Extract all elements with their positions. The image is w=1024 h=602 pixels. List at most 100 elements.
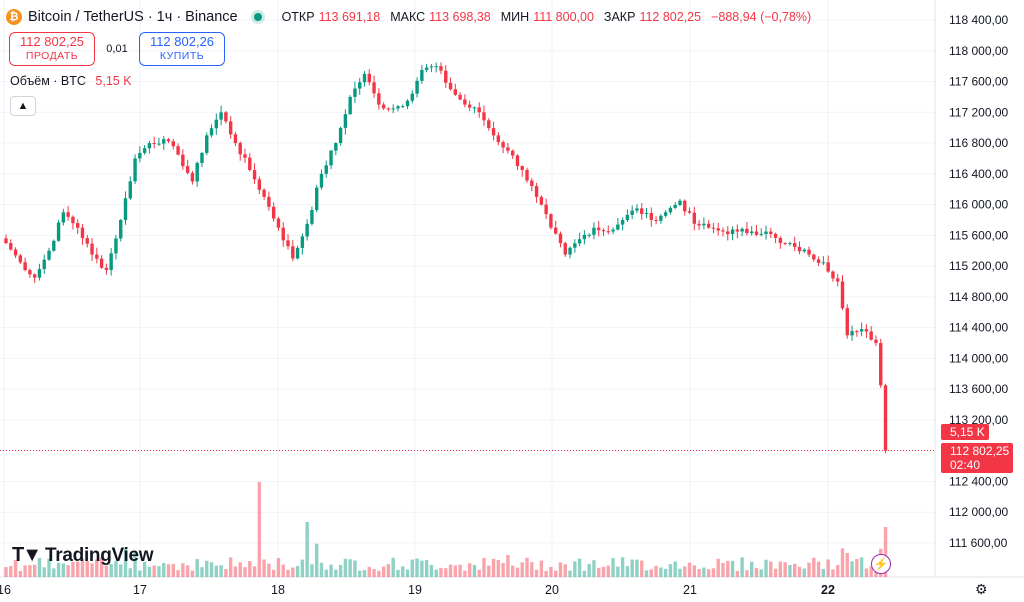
candle-body <box>18 255 23 263</box>
volume-bar <box>597 567 601 577</box>
candle-body <box>233 134 238 144</box>
volume-bar <box>267 563 271 577</box>
volume-bar <box>501 562 505 577</box>
volume-bar <box>683 566 687 577</box>
candle-body <box>80 227 85 239</box>
candle-body <box>343 114 348 128</box>
volume-bar <box>821 568 826 577</box>
volume-bar <box>697 568 701 577</box>
volume-bar <box>573 561 577 577</box>
symbol-title[interactable]: Bitcoin / TetherUS · 1ч · Binance <box>28 9 238 25</box>
volume-bar <box>142 561 147 577</box>
volume-bar <box>252 566 257 577</box>
open-label: ОТКР <box>281 10 315 24</box>
candle-body <box>176 146 180 155</box>
volume-bar <box>491 558 496 577</box>
volume-legend-label: Объём · BTC <box>10 74 86 88</box>
volume-bar <box>420 560 424 577</box>
volume-bar <box>157 566 161 577</box>
buy-button[interactable]: 112 802,26 КУПИТЬ <box>139 32 225 66</box>
candle-body <box>171 141 175 147</box>
candle-body <box>879 343 883 386</box>
candle-body <box>396 106 400 109</box>
candle-body <box>716 228 720 231</box>
volume-axis-label: 5,15 K <box>941 424 989 440</box>
candle-body <box>315 187 319 211</box>
buy-price: 112 802,26 <box>149 34 215 49</box>
candle-body <box>683 200 687 212</box>
volume-bar <box>367 566 371 577</box>
volume-bar <box>477 569 481 577</box>
volume-bar <box>200 567 204 577</box>
volume-bar <box>448 564 453 577</box>
volume-bar <box>56 562 61 577</box>
tradingview-logo[interactable]: T▼ TradingView <box>12 544 154 567</box>
candle-body <box>587 234 591 236</box>
volume-bar <box>606 565 610 577</box>
candle-body <box>300 236 305 248</box>
volume-bar <box>630 559 634 577</box>
volume-bar <box>568 570 572 577</box>
volume-bar <box>778 561 783 577</box>
volume-bar <box>716 558 720 577</box>
candle-body <box>386 108 391 110</box>
volume-bar <box>434 569 438 577</box>
candle-body <box>673 204 677 208</box>
volume-bar <box>123 548 128 577</box>
candle-body <box>358 82 362 89</box>
candle-body <box>663 212 668 216</box>
candle-body <box>95 254 99 259</box>
candle-body <box>157 143 161 145</box>
candle-body <box>592 227 596 235</box>
candle-body <box>601 230 606 232</box>
y-tick-label: 113 200,00 <box>949 413 1008 427</box>
candle-body <box>23 262 27 271</box>
lightning-icon[interactable]: ⚡ <box>871 554 891 574</box>
volume-legend[interactable]: Объём · BTC 5,15 K <box>10 74 132 88</box>
candle-body <box>754 231 759 235</box>
volume-bar <box>228 557 233 577</box>
volume-bar <box>28 565 32 577</box>
volume-bar <box>410 559 414 577</box>
spread-value: 0,01 <box>106 43 128 55</box>
volume-bar <box>745 570 749 577</box>
volume-bar <box>773 568 778 577</box>
volume-bar <box>467 563 472 577</box>
candle-body <box>243 154 247 158</box>
sell-button[interactable]: 112 802,25 ПРОДАТЬ <box>9 32 95 66</box>
candle-body <box>568 247 572 255</box>
volume-bar <box>869 566 873 577</box>
volume-bar <box>176 570 180 577</box>
volume-bar <box>654 565 658 577</box>
volume-bar <box>855 559 859 577</box>
volume-bar <box>831 569 835 577</box>
candle-body <box>831 271 835 279</box>
candle-body <box>573 243 577 248</box>
candle-body <box>678 200 682 205</box>
volume-bar <box>324 569 328 577</box>
candle-body <box>13 249 18 256</box>
y-tick-label: 118 000,00 <box>949 44 1008 58</box>
candle-body <box>625 214 630 220</box>
volume-bar <box>793 563 797 577</box>
candle-body <box>147 143 152 149</box>
candle-body <box>391 108 395 110</box>
change-value: −888,94 (−0,78%) <box>711 10 812 24</box>
candle-body <box>855 331 859 333</box>
current-price-value: 112 802,25 <box>950 444 1010 458</box>
chevron-up-icon[interactable]: ▲ <box>10 96 36 116</box>
settings-icon[interactable]: ⚙ <box>975 581 988 597</box>
candle-body <box>554 227 558 234</box>
volume-bar <box>620 557 625 577</box>
volume-bar <box>740 557 744 577</box>
volume-bar <box>401 566 405 577</box>
x-tick-label: 16 <box>0 583 11 597</box>
candle-body <box>582 234 587 240</box>
volume-bar <box>429 564 434 577</box>
volume-bar <box>816 561 821 577</box>
volume-bar <box>788 564 792 577</box>
volume-bar <box>300 559 305 577</box>
candle-body <box>463 99 467 105</box>
volume-bar <box>415 558 419 577</box>
